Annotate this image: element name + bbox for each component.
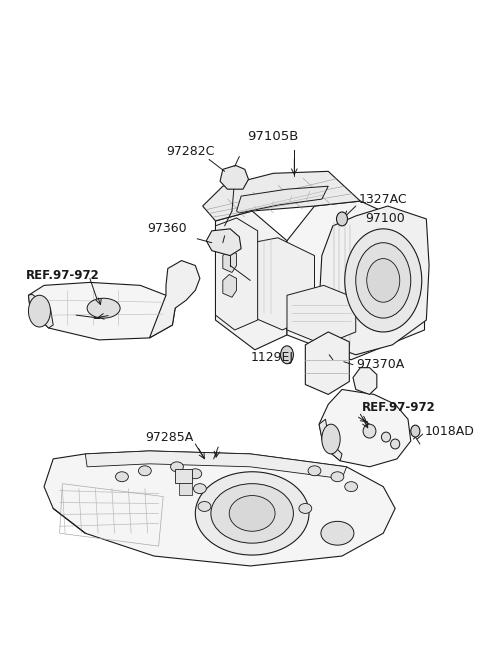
Text: 97370A: 97370A bbox=[356, 358, 404, 371]
Ellipse shape bbox=[229, 496, 275, 531]
Ellipse shape bbox=[382, 432, 391, 442]
Ellipse shape bbox=[28, 295, 50, 327]
Ellipse shape bbox=[138, 466, 151, 476]
Polygon shape bbox=[85, 451, 347, 479]
Ellipse shape bbox=[170, 462, 183, 472]
Polygon shape bbox=[237, 238, 314, 330]
Ellipse shape bbox=[331, 472, 344, 481]
Bar bbox=[179, 483, 192, 495]
Polygon shape bbox=[287, 286, 356, 345]
Text: 1327AC: 1327AC bbox=[359, 193, 407, 206]
Ellipse shape bbox=[321, 521, 354, 545]
Ellipse shape bbox=[391, 439, 400, 449]
Polygon shape bbox=[216, 218, 258, 330]
Polygon shape bbox=[28, 282, 175, 340]
Polygon shape bbox=[287, 201, 424, 360]
Polygon shape bbox=[319, 390, 411, 467]
Polygon shape bbox=[220, 165, 249, 189]
Ellipse shape bbox=[363, 424, 376, 438]
Polygon shape bbox=[44, 451, 395, 566]
Ellipse shape bbox=[116, 472, 128, 481]
Ellipse shape bbox=[211, 483, 293, 543]
Bar bbox=[175, 469, 192, 483]
Polygon shape bbox=[223, 250, 237, 272]
Polygon shape bbox=[206, 229, 241, 255]
Text: 97360: 97360 bbox=[148, 222, 187, 235]
Ellipse shape bbox=[299, 504, 312, 514]
Polygon shape bbox=[305, 332, 349, 394]
Text: 97105B: 97105B bbox=[248, 130, 299, 143]
Ellipse shape bbox=[367, 259, 400, 302]
Text: 97285A: 97285A bbox=[145, 430, 193, 443]
Text: 97282C: 97282C bbox=[166, 145, 215, 158]
Text: REF.97-972: REF.97-972 bbox=[26, 269, 99, 282]
Ellipse shape bbox=[345, 229, 422, 332]
Ellipse shape bbox=[193, 483, 206, 494]
Polygon shape bbox=[203, 172, 360, 221]
Ellipse shape bbox=[87, 298, 120, 318]
Ellipse shape bbox=[356, 243, 411, 318]
Ellipse shape bbox=[189, 469, 202, 479]
Ellipse shape bbox=[281, 346, 293, 364]
Polygon shape bbox=[319, 419, 342, 461]
Polygon shape bbox=[28, 294, 53, 328]
Ellipse shape bbox=[345, 481, 358, 492]
Text: 1129EJ: 1129EJ bbox=[250, 351, 293, 364]
Polygon shape bbox=[353, 367, 377, 394]
Ellipse shape bbox=[195, 472, 309, 555]
Text: REF.97-972: REF.97-972 bbox=[362, 401, 436, 414]
Ellipse shape bbox=[308, 466, 321, 476]
Polygon shape bbox=[237, 186, 328, 213]
Ellipse shape bbox=[411, 425, 420, 437]
Polygon shape bbox=[319, 206, 429, 355]
Ellipse shape bbox=[322, 424, 340, 454]
Polygon shape bbox=[216, 211, 287, 350]
Text: 1018AD: 1018AD bbox=[424, 424, 474, 438]
Polygon shape bbox=[149, 261, 200, 338]
Polygon shape bbox=[223, 274, 237, 297]
Ellipse shape bbox=[336, 212, 348, 226]
Ellipse shape bbox=[198, 502, 211, 512]
Text: 97100: 97100 bbox=[365, 212, 405, 225]
